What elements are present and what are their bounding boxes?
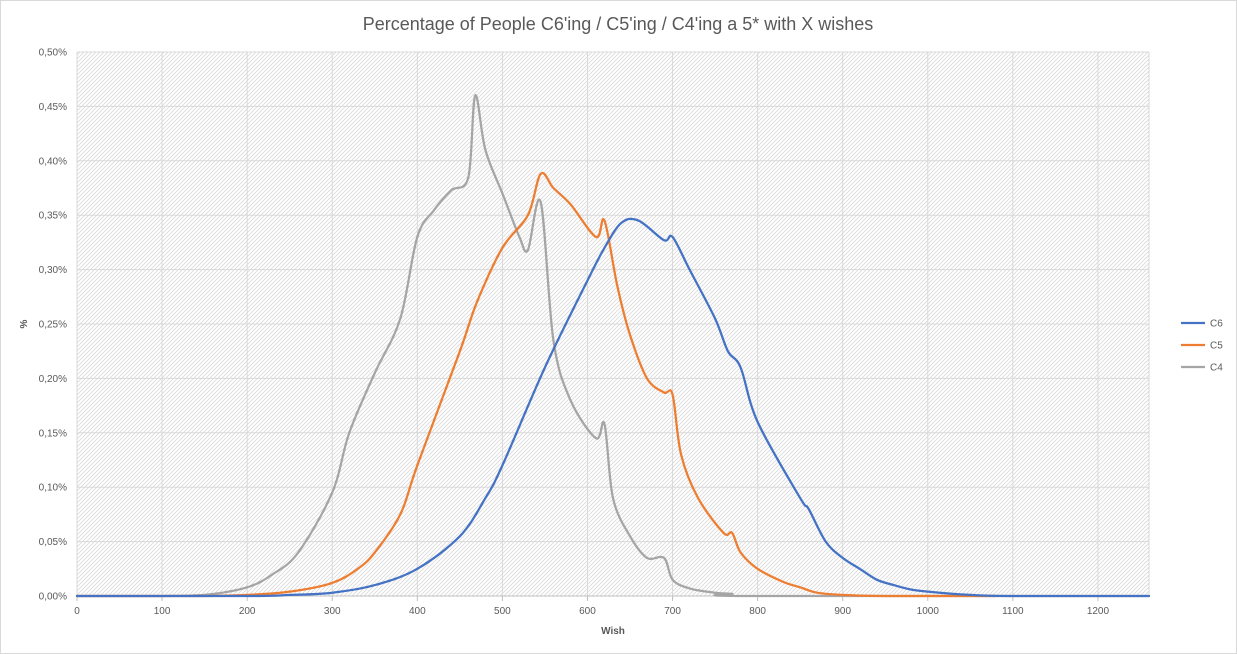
x-tick-label: 600 [579, 606, 596, 617]
y-tick-label: 0,40% [39, 156, 67, 167]
x-tick-label: 500 [494, 606, 511, 617]
series-line-c6 [75, 217, 1151, 598]
y-tick-label: 0,50% [39, 48, 67, 59]
y-tick-label: 0,45% [39, 102, 67, 113]
x-tick-label: 400 [409, 606, 426, 617]
y-tick-label: 0,05% [39, 537, 67, 548]
x-tick-label: 0 [74, 606, 80, 617]
x-tick-label: 1000 [917, 606, 940, 617]
series-lines [75, 94, 1151, 598]
x-tick-label: 1100 [1002, 606, 1024, 617]
series-line-c5 [75, 171, 998, 598]
y-axis-ticks: 0,00% 0,05% 0,10% 0,15% 0,20% 0,25% 0,30% 0,35%… [39, 48, 67, 603]
x-axis-title: Wish [601, 626, 625, 637]
y-tick-label: 0,15% [39, 428, 67, 439]
series-line-c4 [75, 94, 1151, 598]
y-tick-label: 0,30% [39, 265, 67, 276]
y-tick-label: 0,00% [39, 592, 67, 603]
legend-label-c4: C4 [1210, 363, 1223, 374]
x-tick-label: 300 [324, 606, 341, 617]
legend: C6 C5 C4 [1181, 319, 1223, 374]
x-tick-label: 1200 [1087, 606, 1110, 617]
y-tick-label: 0,10% [39, 483, 67, 494]
legend-label-c5: C5 [1210, 341, 1223, 352]
x-tick-label: 700 [664, 606, 681, 617]
legend-label-c6: C6 [1210, 319, 1223, 330]
x-tick-label: 100 [154, 606, 171, 617]
x-tick-label: 200 [239, 606, 256, 617]
y-axis-title: % [19, 319, 30, 328]
y-tick-label: 0,35% [39, 211, 67, 222]
x-axis-ticks: 0 100 200 300 400 500 600 700 800 900 1000 1100 1200 [74, 596, 1110, 617]
x-tick-label: 800 [749, 606, 766, 617]
x-tick-label: 900 [834, 606, 851, 617]
y-tick-label: 0,25% [39, 320, 67, 331]
chart-title: Percentage of People C6'ing / C5'ing / C… [363, 14, 874, 34]
y-tick-label: 0,20% [39, 374, 67, 385]
